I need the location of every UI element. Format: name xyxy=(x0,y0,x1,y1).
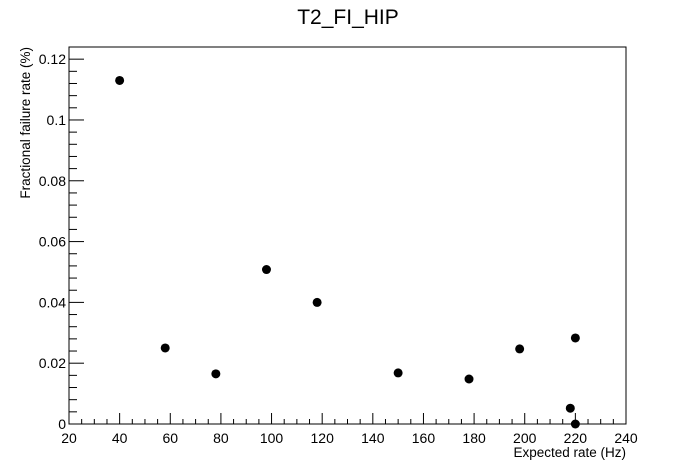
x-tick-label: 240 xyxy=(614,430,638,446)
chart-title: T2_FI_HIP xyxy=(297,6,399,29)
data-point xyxy=(312,297,322,307)
y-tick-label: 0 xyxy=(58,416,66,432)
x-axis-label: Expected rate (Hz) xyxy=(513,445,626,460)
data-point xyxy=(570,419,580,429)
x-tick-label: 20 xyxy=(61,430,77,446)
x-tick-label: 60 xyxy=(162,430,178,446)
x-tick-label: 40 xyxy=(112,430,128,446)
x-tick-label: 120 xyxy=(311,430,335,446)
axis-tick-labels: 20 40 60 80 100 120 140 160 180 200 220 240 0 0.02 0.0… xyxy=(39,51,638,446)
data-point xyxy=(570,333,580,343)
data-point xyxy=(565,403,575,413)
y-tick-label: 0.08 xyxy=(39,173,66,189)
data-point xyxy=(160,343,170,353)
x-tick-label: 100 xyxy=(260,430,284,446)
data-points xyxy=(115,75,580,429)
data-point xyxy=(464,374,474,384)
y-tick-label: 0.04 xyxy=(39,294,66,310)
y-tick-label: 0.12 xyxy=(39,51,66,67)
x-tick-label: 140 xyxy=(361,430,385,446)
x-tick-label: 220 xyxy=(564,430,588,446)
x-tick-label: 200 xyxy=(513,430,537,446)
y-tick-label: 0.06 xyxy=(39,234,66,250)
x-tick-label: 180 xyxy=(462,430,486,446)
data-point xyxy=(393,368,403,378)
x-tick-label: 160 xyxy=(412,430,436,446)
data-point xyxy=(115,75,125,85)
axis-ticks xyxy=(68,46,627,425)
data-point xyxy=(211,369,221,379)
y-tick-label: 0.02 xyxy=(39,355,66,371)
y-axis-label: Fractional failure rate (%) xyxy=(18,47,33,199)
y-tick-label: 0.1 xyxy=(47,112,67,128)
data-point xyxy=(261,265,271,275)
data-point xyxy=(515,344,525,354)
x-tick-label: 80 xyxy=(213,430,229,446)
